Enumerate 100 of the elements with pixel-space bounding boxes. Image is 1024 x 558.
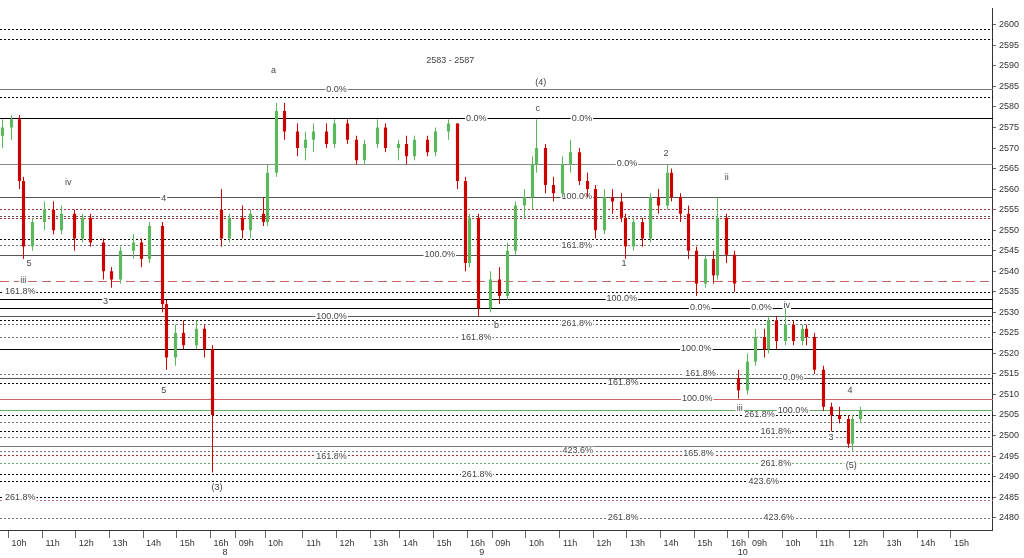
annotation: 3: [828, 431, 834, 442]
y-tick-label: 2580: [998, 101, 1020, 112]
annotation: iv: [783, 299, 791, 310]
y-tick-label: 2585: [998, 80, 1020, 91]
x-tick-label: 15h: [436, 537, 452, 548]
x-tick-label: 14h: [402, 537, 418, 548]
y-tick-label: 2565: [998, 163, 1020, 174]
annotation: (4): [535, 76, 547, 87]
annotation: 165.8%: [683, 448, 714, 459]
y-tick-label: 2525: [998, 327, 1020, 338]
annotation: 261.8%: [461, 468, 493, 479]
annotation: 0.0%: [616, 158, 638, 169]
y-tick-label: 2540: [998, 265, 1020, 276]
annotation: 100.0%: [424, 249, 455, 260]
x-tick-label: 16h: [213, 537, 229, 548]
y-tick-label: 2555: [998, 204, 1020, 215]
x-tick-label: 10h: [785, 537, 801, 548]
y-tick-label: 2505: [998, 409, 1020, 420]
annotation: a: [270, 64, 276, 75]
y-tick-label: 2590: [998, 60, 1020, 71]
annotation: 0.0%: [466, 112, 487, 123]
annotation: c: [535, 103, 541, 114]
x-tick-label: 12h: [78, 537, 94, 548]
x-tick-label: 14h: [663, 537, 679, 548]
x-tick-label: 15h: [697, 537, 713, 548]
annotation: 0.0%: [782, 372, 804, 383]
x-tick-label: 10h: [528, 537, 544, 548]
x-tick-label: 9: [479, 546, 485, 557]
x-tick-label: 09h: [495, 537, 511, 548]
annotation: 261.8%: [607, 512, 639, 523]
annotation: 161.8%: [4, 286, 36, 297]
x-tick-label: 15h: [953, 537, 969, 548]
x-tick-label: 11h: [819, 537, 834, 548]
x-tick-label: 09h: [238, 537, 254, 548]
annotation: 2583 - 2587: [426, 55, 475, 66]
annotation: 161.8%: [561, 239, 593, 250]
x-tick-label: 12h: [852, 537, 868, 548]
annotation: 161.8%: [685, 368, 716, 379]
annotation: 0.0%: [689, 302, 711, 313]
x-tick-label: 10: [737, 546, 748, 557]
y-tick-label: 2485: [998, 491, 1020, 502]
y-tick-label: 2480: [998, 512, 1020, 523]
y-tick-label: 2600: [998, 19, 1020, 30]
x-tick-label: 09h: [751, 537, 767, 548]
annotation: 4: [847, 385, 853, 396]
y-tick-label: 2560: [998, 183, 1020, 194]
x-tick-label: 15h: [179, 537, 195, 548]
y-tick-label: 2595: [998, 39, 1020, 50]
annotation: 0.0%: [571, 112, 593, 123]
x-tick-label: 10h: [268, 537, 284, 548]
annotation: 100.0%: [561, 191, 593, 202]
annotation: 4: [161, 193, 167, 204]
y-tick-label: 2500: [998, 430, 1020, 441]
annotation: iv: [64, 177, 72, 188]
annotation: 423.6%: [748, 475, 779, 486]
annotation: 5: [26, 257, 32, 268]
x-tick-label: 13h: [373, 537, 389, 548]
x-tick-label: 12h: [339, 537, 355, 548]
annotation: 261.8%: [760, 457, 792, 468]
x-tick-label: 11h: [45, 537, 60, 548]
annotation: 100.0%: [777, 404, 809, 415]
annotation: 261.8%: [744, 409, 775, 420]
x-tick-label: 13h: [886, 537, 902, 548]
x-tick-label: 14h: [146, 537, 162, 548]
y-tick-label: 2575: [998, 121, 1020, 132]
annotation: 161.8%: [760, 425, 792, 436]
x-tick-label: 11h: [306, 537, 321, 548]
annotation: 161.8%: [607, 377, 639, 388]
annotation: 161.8%: [461, 331, 492, 342]
y-tick-label: 2530: [998, 306, 1020, 317]
annotation: 100.0%: [606, 293, 638, 304]
x-tick-label: 14h: [920, 537, 936, 548]
x-tick-label: 11h: [562, 537, 578, 548]
y-tick-label: 2515: [998, 368, 1020, 379]
annotation: 423.6%: [562, 445, 593, 456]
annotation: 5: [161, 385, 167, 396]
annotation: ii: [724, 172, 729, 183]
annotation: 261.8%: [561, 318, 593, 329]
annotation: 100.0%: [681, 393, 713, 404]
y-tick-label: 2510: [998, 388, 1020, 399]
y-tick-label: 2490: [998, 471, 1020, 482]
y-tick-label: 2535: [998, 286, 1020, 297]
annotation: 161.8%: [316, 450, 347, 461]
x-tick-label: 16h: [470, 537, 486, 548]
x-tick-label: 13h: [112, 537, 128, 548]
y-tick-label: 2520: [998, 347, 1020, 358]
annotation: 261.8%: [4, 492, 36, 503]
annotation: 423.6%: [763, 512, 795, 523]
x-tick-label: 16h: [730, 537, 746, 548]
annotation: iii: [20, 275, 27, 286]
annotation: 1: [621, 257, 627, 268]
annotation: 0.0%: [751, 302, 772, 313]
x-tick-label: 8: [222, 546, 228, 557]
annotation: 2: [663, 147, 669, 158]
annotation: 0.0%: [326, 83, 347, 94]
annotation: iii: [736, 402, 743, 413]
annotation: 3: [103, 296, 109, 307]
y-tick-label: 2495: [998, 450, 1020, 461]
x-tick-label: 12h: [596, 537, 612, 548]
annotation: 100.0%: [681, 343, 712, 354]
